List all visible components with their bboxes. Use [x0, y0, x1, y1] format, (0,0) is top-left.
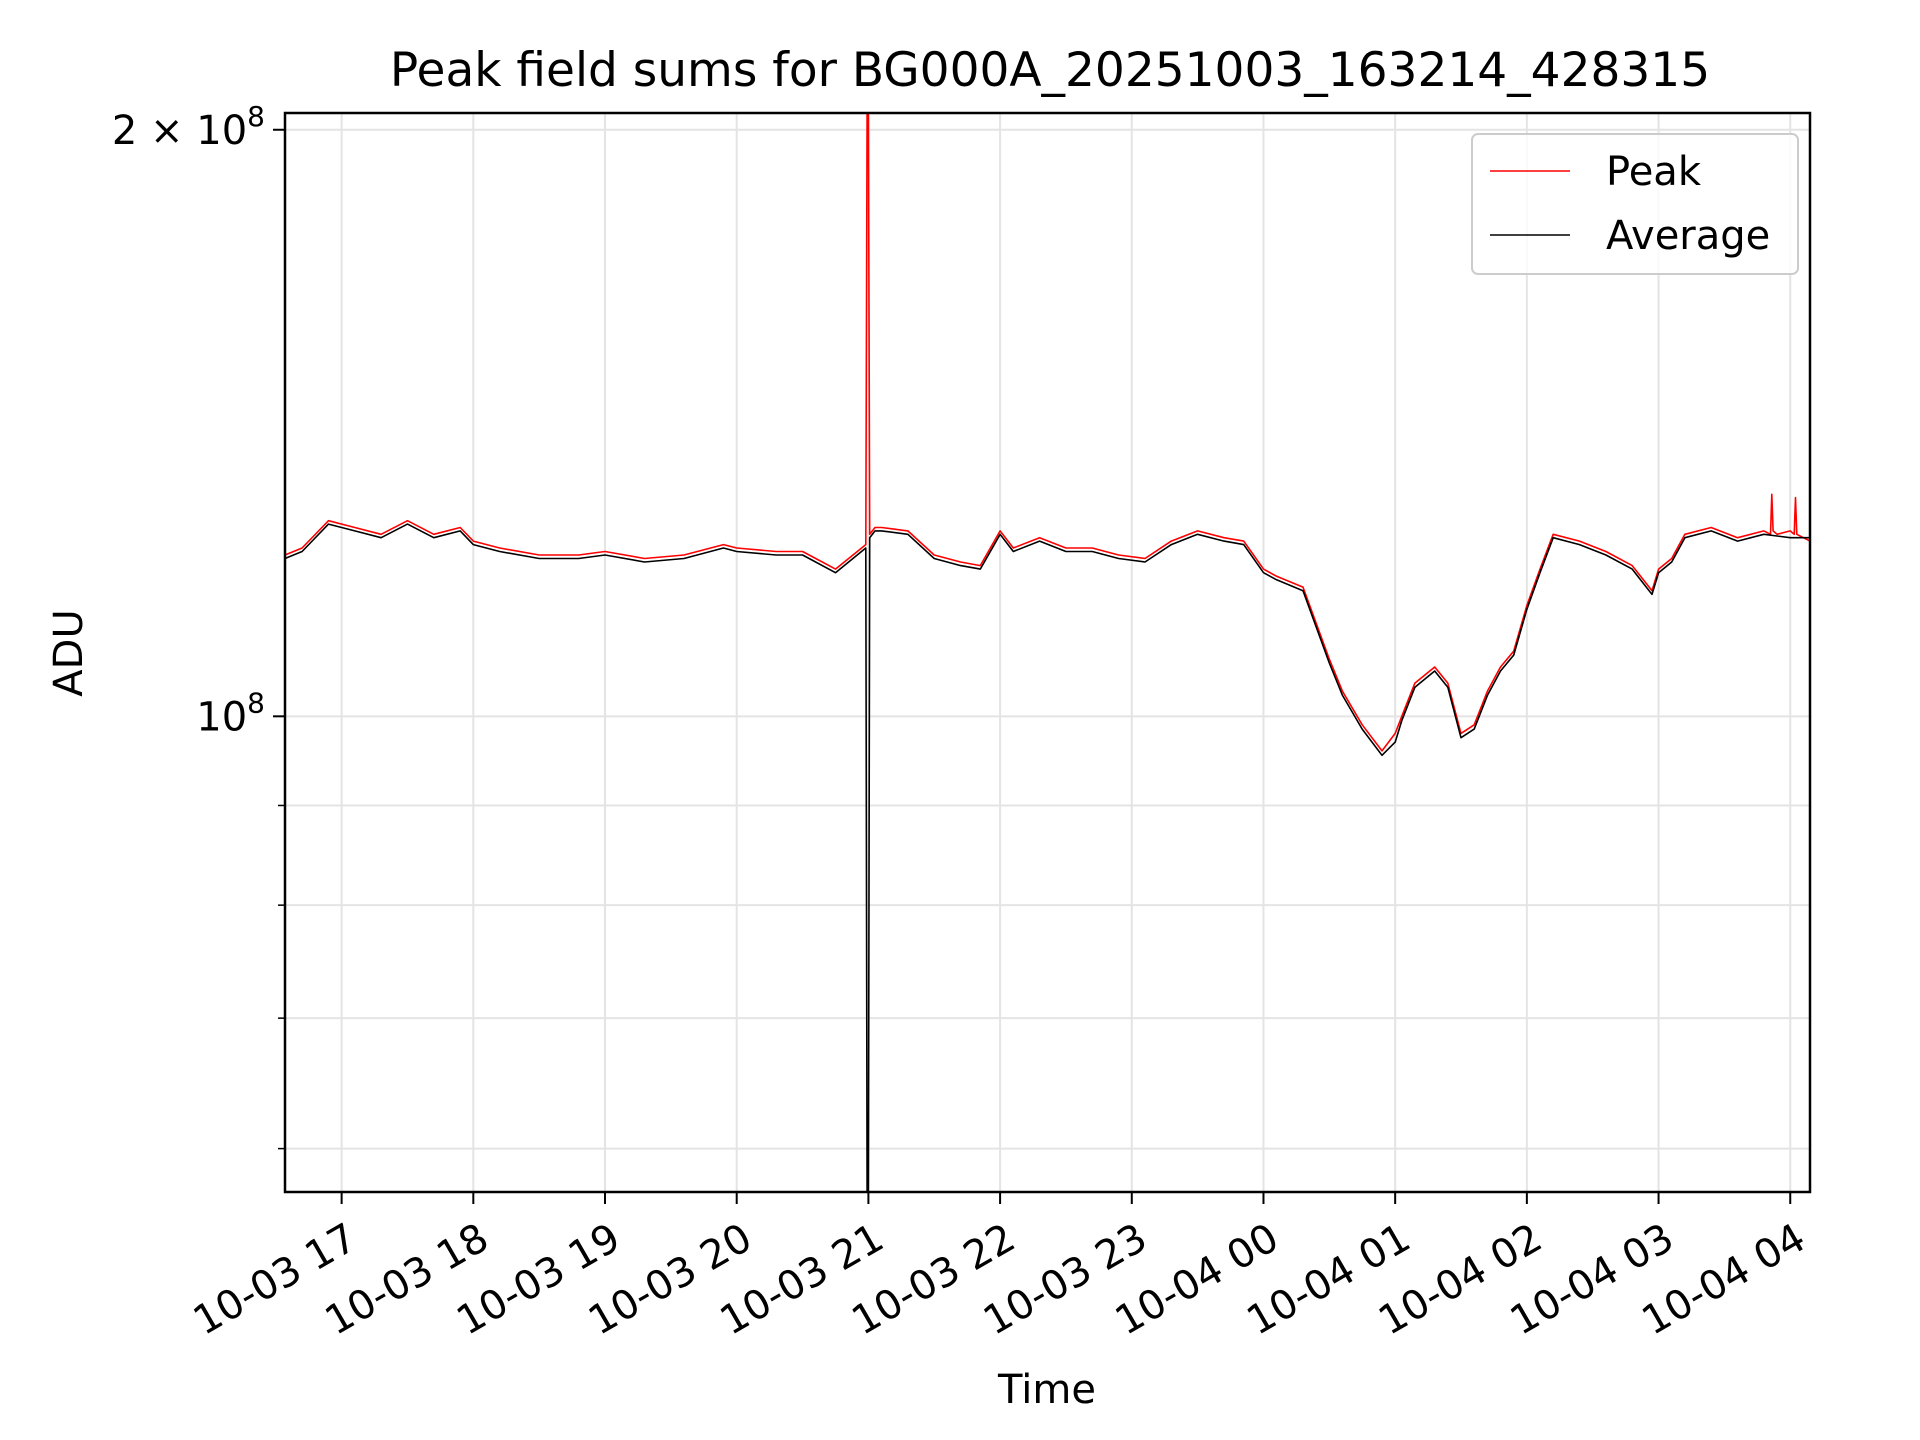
y-tick-label: 2 × 108 — [112, 100, 265, 154]
series-layer — [284, 112, 1811, 1193]
plot-frame — [283, 111, 1812, 1194]
legend-entry-peak: Peak — [1606, 149, 1702, 195]
series-line-average — [284, 523, 1810, 1193]
y-tick-label-exponent: 8 — [247, 686, 265, 719]
chart-title: Peak field sums for BG000A_20251003_1632… — [390, 43, 1710, 98]
y-tick-label: 108 — [196, 686, 265, 740]
series-line-peak — [284, 112, 1811, 752]
legend-box — [1471, 133, 1799, 275]
y-tick-label-exponent: 8 — [247, 100, 265, 133]
y-axis-label: ADU — [46, 609, 92, 696]
legend-entry-average: Average — [1606, 213, 1770, 259]
legend: Peak Average — [1471, 133, 1799, 275]
x-axis-label: Time — [997, 1367, 1096, 1413]
grid-layer — [285, 113, 1810, 1192]
y-tick-label-base: 2 × 10 — [112, 108, 247, 154]
y-tick-label-base: 10 — [196, 694, 247, 740]
